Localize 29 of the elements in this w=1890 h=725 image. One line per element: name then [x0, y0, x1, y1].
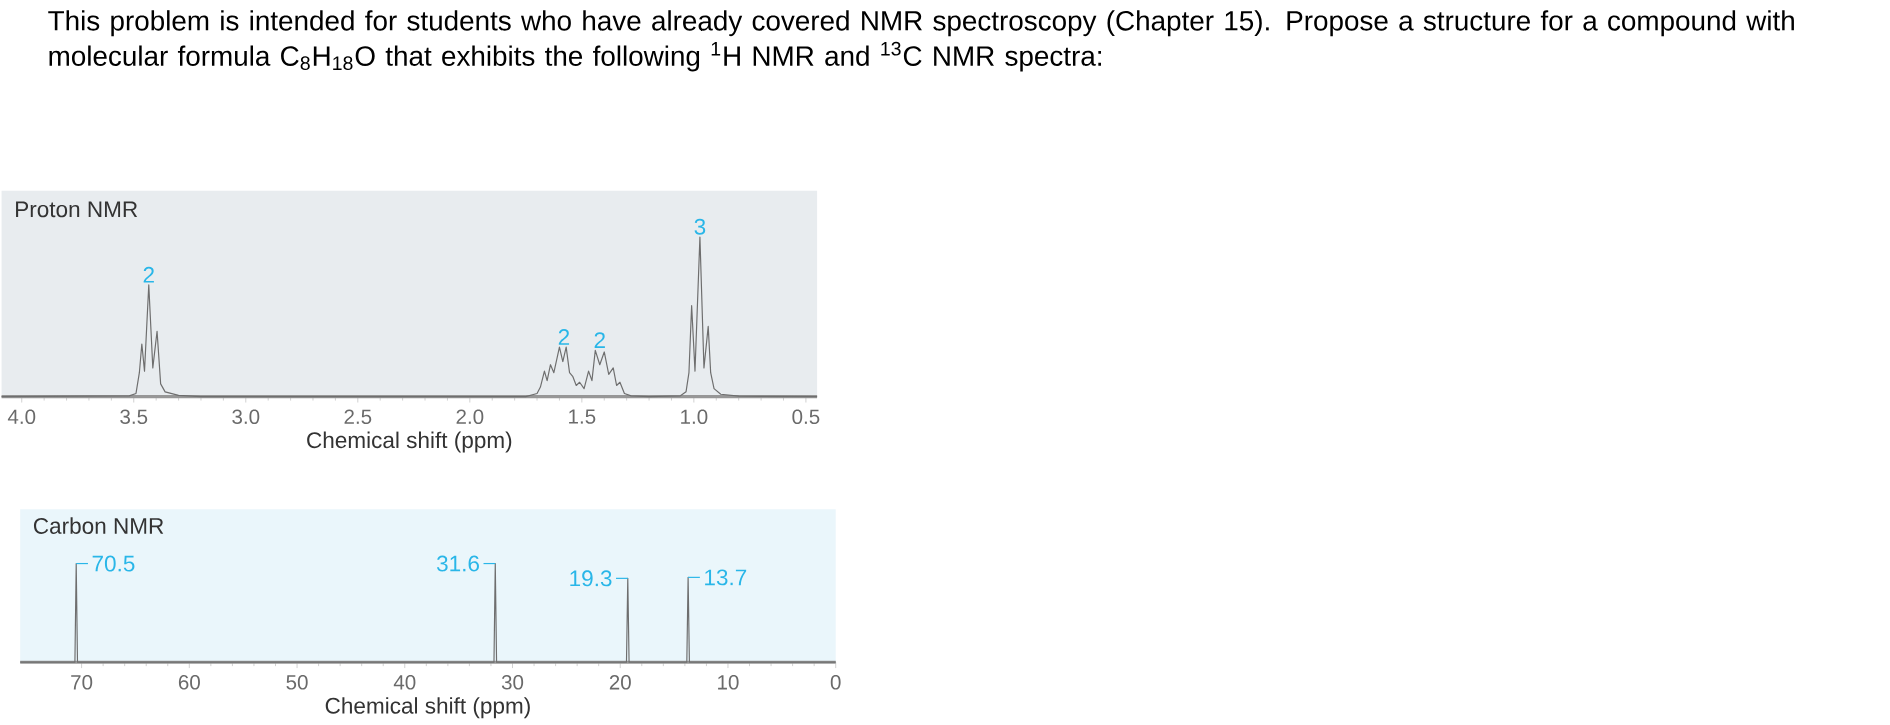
annotation: 31.6 — [436, 555, 479, 572]
annotation: 3 — [694, 218, 706, 235]
x-tick-label: 3.0 — [232, 409, 260, 424]
x-tick-label: 1.5 — [569, 409, 596, 424]
x-tick-label: 50 — [286, 674, 308, 690]
chart-title: This problem is intended for students who have already covered NMR spectroscopy (Chapter 15). Propose a structure for a compound with molecular formula C$_{8}$H$_{18}$O that exhibits the following $^{1}$H NMR and $^{13}$C NMR spectra: — [48, 10, 1794, 72]
x-tick-label: 30 — [501, 674, 524, 690]
x-tick-label: 2.0 — [456, 409, 484, 424]
annotation: 2 — [594, 332, 605, 348]
x-tick-label: 0.5 — [792, 409, 820, 424]
annotation: 13.7 — [705, 569, 747, 586]
x-tick-label: 2.5 — [344, 409, 372, 424]
annotation: 2 — [558, 328, 570, 345]
x-tick-label: 20 — [609, 674, 631, 690]
x-axis-title: Chemical shift (ppm) — [307, 431, 512, 453]
annotation: 70.5 — [92, 555, 135, 572]
annotation: 19.3 — [570, 570, 612, 587]
text: Carbon NMR — [33, 517, 164, 534]
x-tick-label: 3.5 — [120, 409, 148, 424]
x-axis-title: Chemical shift (ppm) — [325, 697, 530, 719]
x-tick-label: 40 — [393, 674, 416, 690]
text: Proton NMR — [16, 201, 138, 218]
x-tick-label: 60 — [178, 674, 200, 690]
x-tick-label: 1.0 — [681, 409, 708, 424]
x-tick-label: 4.0 — [7, 409, 36, 424]
x-tick-label: 70 — [71, 674, 93, 690]
annotation: 2 — [143, 266, 154, 283]
x-tick-label: 0 — [830, 674, 841, 690]
x-tick-label: 10 — [718, 674, 739, 690]
